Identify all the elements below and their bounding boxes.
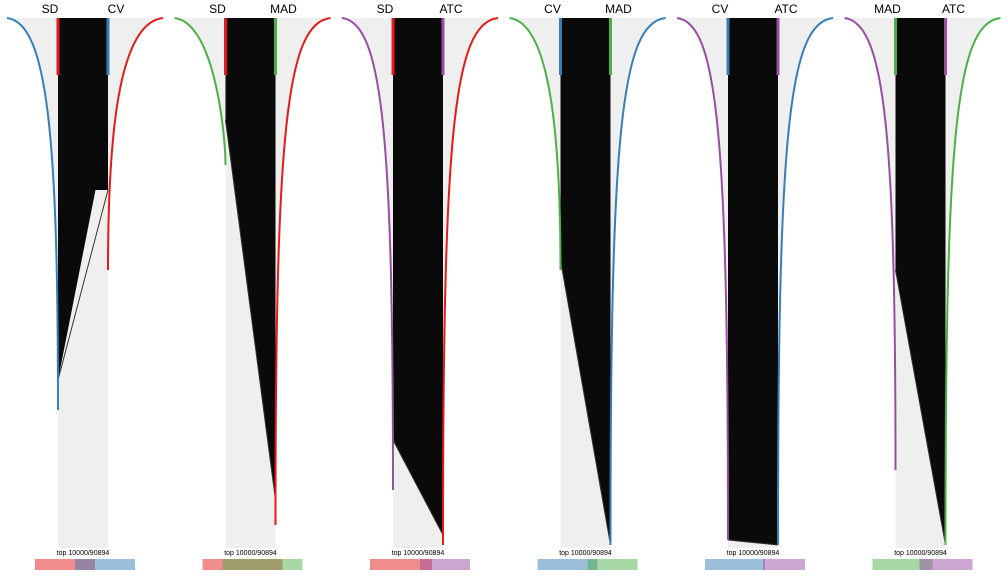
overlap-left [35,559,95,570]
overlap-right [763,559,805,570]
overlap-right [420,559,470,570]
rank-fan [393,18,443,535]
right-label: CV [108,2,125,16]
panel: MAD ATC top 10000/90894 [844,2,1001,570]
envelope [7,18,163,548]
rank-fan [560,18,611,545]
overlap-left [872,559,933,570]
right-curve [442,17,499,546]
caption: top 10000/90894 [727,550,780,557]
overlap-left [537,559,598,570]
right-label: ATC [942,2,965,16]
left-label: SD [42,2,59,16]
right-curve [107,17,164,271]
right-label: MAD [270,2,297,16]
caption: top 10000/90894 [392,550,445,557]
fan-edge [560,259,611,546]
right-label: ATC [774,2,797,16]
left-curve [509,17,562,271]
panel: SD CV top 10000/90894 [6,2,164,570]
right-curve [609,17,666,546]
overlap-right [919,559,973,570]
left-label: CV [712,2,729,16]
fan-edge [225,119,276,501]
left-curve [341,17,394,491]
overlap-right [75,559,135,570]
left-curve [676,17,729,541]
left-curve [174,17,227,166]
rank-fan [895,18,946,545]
fan-edge [392,439,444,536]
right-curve [944,17,1001,546]
fan-edge [895,269,946,546]
overlap-right [587,559,638,570]
overlap-left [370,559,432,570]
panel: SD MAD top 10000/90894 [174,2,331,570]
caption: top 10000/90894 [894,550,947,557]
panel: CV ATC top 10000/90894 [676,2,834,570]
right-curve [777,17,834,546]
rank-fan [728,18,778,545]
panel: SD ATC top 10000/90894 [341,2,499,570]
left-curve [844,17,897,471]
panel: CV MAD top 10000/90894 [509,2,666,570]
right-label: MAD [605,2,632,16]
left-curve [6,17,59,411]
rank-fan [58,18,108,380]
fan-edge [727,539,779,546]
fan-edge [57,189,109,381]
caption: top 10000/90894 [57,550,110,557]
left-label: SD [209,2,226,16]
left-label: MAD [874,2,901,16]
caption: top 10000/90894 [559,550,612,557]
right-label: ATC [439,2,462,16]
right-curve [274,17,331,526]
left-label: SD [377,2,394,16]
overlap-right [222,559,303,570]
left-label: CV [544,2,561,16]
overlap-left [705,559,765,570]
caption: top 10000/90894 [224,550,277,557]
rank-fan [225,18,276,500]
